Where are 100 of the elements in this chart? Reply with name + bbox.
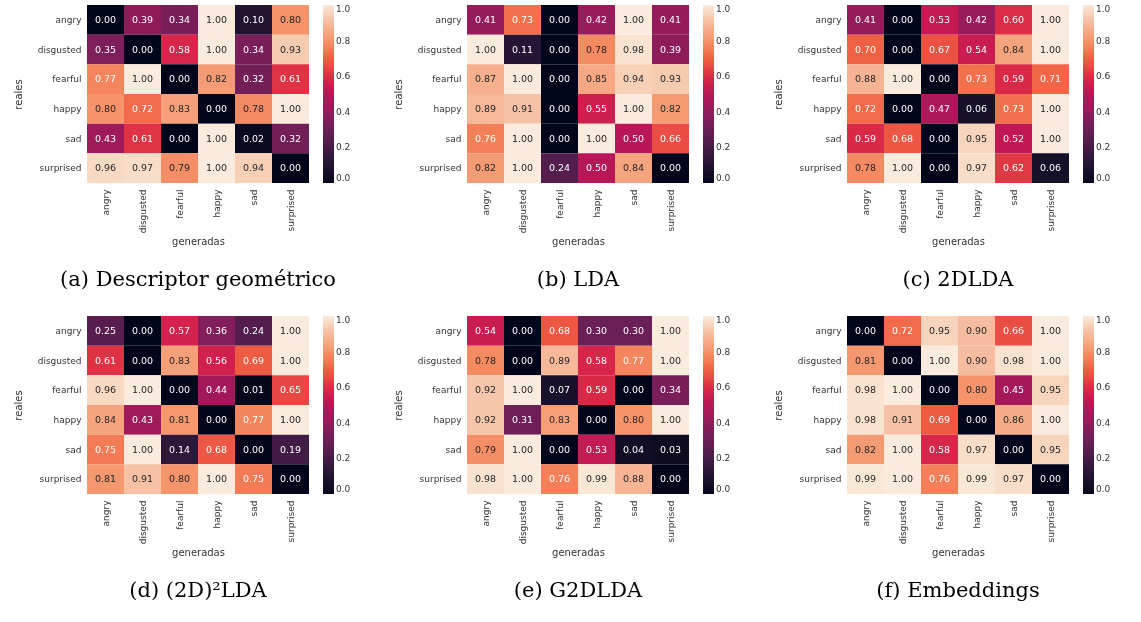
color-bar-label: 0.2	[1096, 142, 1111, 153]
color-bar-label: 1.0	[1096, 315, 1111, 325]
y-tick-label: angry	[55, 14, 83, 25]
data-label: 0.59	[585, 384, 608, 396]
x-tick-label: sad	[248, 189, 259, 206]
color-bar-label: 0.8	[336, 346, 351, 357]
color-bar-label: 0.0	[1096, 173, 1111, 183]
data-label: 0.00	[891, 43, 914, 55]
y-tick-label: disgusted	[37, 355, 82, 366]
data-label: 0.00	[659, 473, 682, 485]
data-label: 0.00	[205, 102, 228, 114]
color-bar-label: 0.0	[336, 173, 351, 183]
data-label: 0.79	[168, 162, 191, 174]
data-label: 0.68	[891, 132, 914, 144]
data-label: 0.99	[854, 473, 877, 485]
data-label: 1.00	[205, 162, 228, 174]
x-tick-label: surprised	[285, 500, 296, 543]
color-bar-label: 1.0	[716, 4, 731, 14]
y-tick-label: fearful	[432, 74, 462, 85]
color-bar-label: 0.8	[1096, 346, 1111, 357]
x-tick-label: fearful	[934, 500, 945, 530]
data-label: 1.00	[511, 443, 534, 455]
data-label: 0.34	[242, 43, 265, 55]
data-label: 0.58	[928, 443, 951, 455]
y-axis-title: reales	[12, 79, 24, 110]
color-bar-label: 1.0	[716, 315, 731, 325]
data-label: 0.96	[94, 162, 117, 174]
data-label: 0.93	[659, 73, 682, 85]
y-axis-title: reales	[392, 390, 404, 421]
data-label: 0.42	[585, 13, 608, 25]
x-tick-label: happy	[971, 499, 982, 529]
data-label: 0.97	[1002, 473, 1025, 485]
x-tick-label: angry	[860, 499, 871, 527]
data-label: 0.85	[585, 73, 608, 85]
data-label: 0.71	[1039, 73, 1062, 85]
x-tick-label: fearful	[934, 189, 945, 219]
data-label: 0.94	[622, 73, 645, 85]
data-label: 0.84	[94, 413, 117, 425]
data-label: 0.11	[511, 43, 534, 55]
data-label: 0.82	[659, 102, 682, 114]
data-label: 0.84	[1002, 43, 1025, 55]
data-label: 1.00	[1039, 354, 1062, 366]
data-label: 1.00	[659, 413, 682, 425]
x-axis-title: generadas	[172, 236, 225, 248]
data-label: 0.70	[854, 43, 877, 55]
data-label: 0.30	[622, 324, 645, 336]
data-label: 0.67	[928, 43, 951, 55]
y-tick-label: happy	[53, 414, 83, 425]
y-tick-label: sad	[825, 444, 842, 455]
data-label: 0.00	[94, 13, 117, 25]
data-label: 0.00	[548, 102, 571, 114]
data-label: 1.00	[585, 132, 608, 144]
color-bar-label: 0.8	[336, 35, 351, 46]
data-label: 0.96	[94, 384, 117, 396]
y-tick-label: happy	[813, 103, 843, 114]
data-label: 1.00	[131, 73, 154, 85]
data-label: 1.00	[511, 132, 534, 144]
data-label: 1.00	[511, 473, 534, 485]
y-tick-label: angry	[55, 325, 83, 336]
data-label: 1.00	[928, 354, 951, 366]
data-label: 0.75	[94, 443, 117, 455]
data-label: 0.41	[474, 13, 497, 25]
data-label: 0.76	[548, 473, 571, 485]
y-tick-label: fearful	[812, 74, 842, 85]
x-tick-label: sad	[628, 189, 639, 206]
data-label: 0.45	[1002, 384, 1025, 396]
data-label: 1.00	[622, 102, 645, 114]
data-label: 0.72	[854, 102, 877, 114]
y-tick-label: sad	[65, 133, 82, 144]
color-bar-label: 0.0	[1096, 484, 1111, 494]
color-bar-label: 0.6	[336, 71, 351, 82]
data-label: 1.00	[205, 473, 228, 485]
data-label: 0.53	[585, 443, 608, 455]
data-label: 1.00	[659, 324, 682, 336]
data-label: 1.00	[511, 73, 534, 85]
x-tick-label: fearful	[174, 189, 185, 219]
data-label: 0.32	[279, 132, 302, 144]
data-label: 0.32	[242, 73, 265, 85]
text: (f) Embeddings	[876, 577, 1040, 602]
data-label: 0.07	[548, 384, 571, 396]
x-tick-label: angry	[100, 499, 111, 527]
data-label: 0.00	[891, 102, 914, 114]
x-tick-label: fearful	[554, 189, 565, 219]
data-label: 0.79	[474, 443, 497, 455]
data-label: 0.83	[548, 413, 571, 425]
color-bar-label: 0.4	[1096, 106, 1111, 117]
data-label: 0.00	[891, 13, 914, 25]
color-bar-label: 0.6	[1096, 382, 1111, 393]
x-tick-label: angry	[100, 188, 111, 216]
color-bar-label: 1.0	[336, 315, 351, 325]
data-label: 0.04	[622, 443, 645, 455]
data-label: 0.80	[622, 413, 645, 425]
color-bar-label: 0.4	[716, 106, 731, 117]
data-label: 0.57	[168, 324, 191, 336]
data-label: 0.83	[168, 354, 191, 366]
data-label: 0.95	[1039, 384, 1062, 396]
y-axis-title: reales	[392, 79, 404, 110]
data-label: 1.00	[1039, 102, 1062, 114]
data-label: 0.00	[928, 384, 951, 396]
data-label: 0.65	[279, 384, 302, 396]
